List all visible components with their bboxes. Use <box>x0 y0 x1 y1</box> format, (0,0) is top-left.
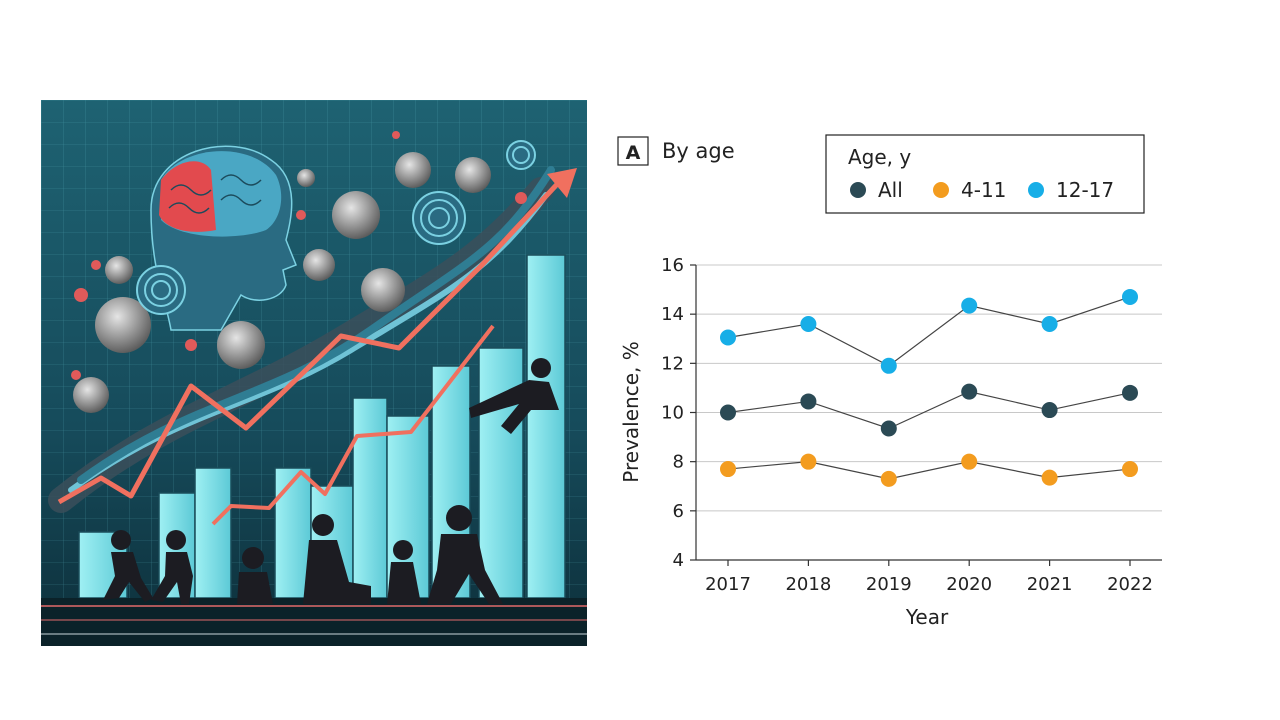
y-tick-label: 8 <box>673 452 684 473</box>
legend-title: Age, y <box>848 145 911 169</box>
panel-letter-box <box>617 136 649 166</box>
legend-label-All: All <box>878 178 903 202</box>
legend-marker-All <box>850 182 866 198</box>
panel-letter: A <box>626 142 641 164</box>
x-tick-label: 2022 <box>1107 574 1153 595</box>
series-line-4-11 <box>727 461 1131 480</box>
point-4-11-2020 <box>961 453 978 470</box>
virus-particles <box>71 131 527 413</box>
panel-title: By age <box>662 139 735 163</box>
point-All-2022 <box>1122 384 1138 401</box>
legend-marker-4-11 <box>933 182 949 198</box>
y-tick-label: 10 <box>661 403 684 424</box>
x-axis-title: Year <box>905 605 949 629</box>
point-4-11-2021 <box>1041 469 1058 486</box>
legend-label-12-17: 12-17 <box>1056 178 1114 202</box>
point-4-11-2017 <box>720 461 736 478</box>
y-tick-label: 4 <box>673 550 684 571</box>
spiral-decorations <box>136 140 536 315</box>
rising-arrow <box>57 168 577 526</box>
point-All-2019 <box>880 420 897 437</box>
legend-marker-12-17 <box>1028 182 1044 198</box>
legend-box <box>825 134 1145 214</box>
point-4-11-2022 <box>1122 461 1138 478</box>
brain-head-icon <box>150 145 297 331</box>
x-tick-label: 2018 <box>785 574 831 595</box>
series-line-12-17 <box>727 296 1131 367</box>
point-4-11-2018 <box>800 453 817 470</box>
point-All-2021 <box>1041 402 1058 419</box>
point-12-17-2020 <box>961 297 978 314</box>
children-silhouettes <box>103 358 559 604</box>
x-tick-label: 2019 <box>866 574 912 595</box>
point-12-17-2017 <box>720 329 736 346</box>
series-line-All <box>727 390 1131 430</box>
point-12-17-2019 <box>880 357 897 374</box>
x-tick-label: 2021 <box>1027 574 1073 595</box>
point-All-2018 <box>800 393 817 410</box>
point-12-17-2021 <box>1041 316 1058 332</box>
x-tick-label: 2020 <box>946 574 992 595</box>
point-4-11-2019 <box>880 470 897 487</box>
y-tick-label: 6 <box>673 501 684 522</box>
legend: Age, y All 4-11 12-17 <box>825 134 1145 214</box>
illustration-floor <box>41 598 587 646</box>
y-tick-label: 12 <box>661 353 684 374</box>
y-axis-title: Prevalence, % <box>619 341 643 482</box>
prevalence-chart: A By age Age, y All 4-11 12-17 4 6 8 10 12 14 16… <box>617 134 1162 629</box>
legend-label-4-11: 4-11 <box>961 178 1006 202</box>
gridlines <box>696 264 1162 512</box>
y-tick-label: 14 <box>661 304 684 325</box>
point-12-17-2022 <box>1122 288 1138 305</box>
illustration <box>41 100 587 646</box>
point-12-17-2018 <box>800 316 817 332</box>
point-All-2017 <box>720 404 736 421</box>
x-tick-label: 2017 <box>705 574 751 595</box>
y-tick-label: 16 <box>661 255 684 276</box>
point-All-2020 <box>961 383 978 400</box>
